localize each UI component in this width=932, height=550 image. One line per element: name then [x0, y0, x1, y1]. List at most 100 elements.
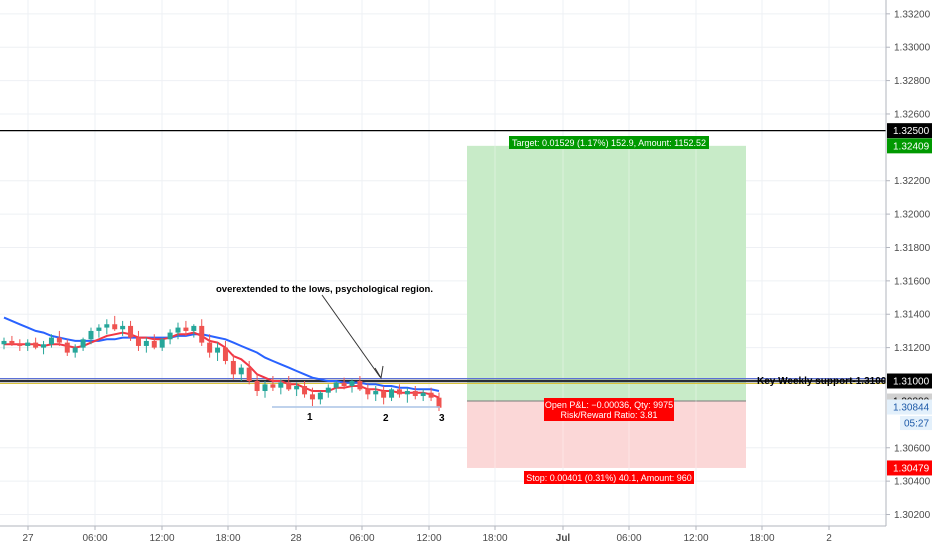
candle-body — [341, 382, 347, 387]
time-tick-label: Jul — [556, 533, 571, 544]
time-tick-label: 18:00 — [482, 533, 507, 544]
candle-body — [25, 342, 31, 346]
drawings: overextended to the lows, psychological … — [216, 284, 892, 424]
candle-body — [151, 340, 157, 348]
time-axis: 27 06:00 12:00 18:00 28 06:00 12:00 18:00 Jul 06:… — [0, 525, 886, 544]
grid — [0, 0, 886, 526]
price-tick-label: 1.31200 — [894, 343, 931, 354]
candle-body — [120, 325, 126, 330]
candle-body — [56, 337, 62, 343]
candle-body — [41, 344, 47, 348]
time-tick-label: 06:00 — [349, 533, 374, 544]
candle-body — [143, 340, 149, 346]
countdown-label: 05:27 — [904, 419, 929, 430]
candle-body — [357, 381, 363, 390]
price-tick-label: 1.32200 — [894, 176, 931, 187]
time-tick-label: 28 — [290, 533, 302, 544]
target-label-bg — [509, 136, 709, 149]
point-label-2: 2 — [383, 413, 389, 424]
support-label: Key Weekly support-1.31000 — [757, 376, 892, 387]
price-tick-label: 1.31600 — [894, 276, 931, 287]
candle-body — [317, 392, 323, 400]
candle-body — [238, 367, 244, 375]
time-tick-label: 2 — [826, 533, 832, 544]
time-tick-label: 18:00 — [749, 533, 774, 544]
time-tick-label: 27 — [22, 533, 34, 544]
price-tick-label: 1.31800 — [894, 243, 931, 254]
candle-body — [270, 384, 276, 388]
time-tick-label: 18:00 — [215, 533, 240, 544]
candle-body — [420, 392, 426, 397]
candle-body — [246, 367, 252, 381]
candle-body — [286, 382, 292, 390]
candle-body — [404, 391, 410, 395]
horizontal-lines — [0, 130, 886, 384]
candle-body — [175, 327, 181, 333]
time-tick-label: 12:00 — [683, 533, 708, 544]
price-label-bg — [887, 373, 932, 389]
candle-body — [254, 381, 260, 392]
ema-fast-path — [4, 331, 440, 399]
ema-slow-path — [3, 316, 440, 392]
price-tick-label: 1.32000 — [894, 210, 931, 221]
candle-body — [128, 325, 134, 338]
candle-body — [412, 391, 418, 397]
profit-zone — [467, 145, 746, 402]
candle-body — [183, 327, 189, 331]
candle-body — [428, 392, 434, 398]
candle-body — [294, 386, 300, 390]
candle-body — [215, 347, 221, 353]
pnl-label-bg — [544, 398, 674, 421]
annotation-arrowhead — [374, 365, 384, 380]
candle-body — [278, 382, 284, 388]
candle-body — [33, 342, 39, 348]
rr-label: Risk/Reward Ratio: 3.81 — [560, 410, 657, 420]
candle-body — [64, 342, 70, 353]
price-label-bg — [887, 399, 932, 415]
open-pnl-label: Open P&L: −0.00036, Qty: 9975 — [545, 400, 673, 410]
candle-body — [159, 339, 165, 348]
price-tick-label: 1.31400 — [894, 310, 931, 321]
price-label-bg — [887, 123, 932, 139]
stop-label-bg — [524, 471, 694, 484]
candle-body — [389, 389, 395, 398]
candle-body — [88, 330, 94, 340]
candle-body — [191, 325, 197, 331]
candle-body — [325, 387, 331, 393]
candle-body — [222, 347, 228, 361]
price-label: 1.30479 — [893, 463, 930, 474]
candle-body — [1, 340, 7, 345]
time-tick-label: 06:00 — [616, 533, 641, 544]
price-tick-label: 1.33200 — [894, 9, 931, 20]
countdown-bg — [900, 416, 932, 431]
price-label: 1.30844 — [893, 403, 930, 414]
price-tick-label: 1.33000 — [894, 43, 931, 54]
price-tick-label: 1.32800 — [894, 76, 931, 87]
candle-body — [112, 324, 118, 330]
price-label: 1.32500 — [893, 126, 930, 137]
candle-body — [436, 397, 442, 408]
candle-body — [365, 389, 371, 395]
time-tick-label: 12:00 — [149, 533, 174, 544]
candle-body — [381, 391, 387, 398]
candle-body — [72, 347, 78, 353]
price-tick-label: 1.30200 — [894, 510, 931, 521]
candle-body — [96, 327, 102, 331]
candle-body — [309, 394, 315, 400]
candle-body — [9, 340, 15, 345]
price-tick-label: 1.30600 — [894, 443, 931, 454]
candles — [1, 315, 442, 412]
candle-body — [349, 381, 355, 387]
candle-body — [199, 325, 205, 343]
stop-label: Stop: 0.00401 (0.31%) 40.1, Amount: 960 — [526, 473, 692, 483]
point-label-3: 3 — [439, 413, 445, 424]
time-tick-label: 12:00 — [416, 533, 441, 544]
price-label: 1.31000 — [893, 377, 930, 388]
candle-body — [333, 382, 339, 388]
candle-body — [80, 339, 86, 348]
position-labels: Target: 0.01529 (1.17%) 152.9, Amount: 1… — [509, 136, 709, 484]
candle-body — [167, 332, 173, 340]
price-axis-bg — [886, 0, 932, 550]
candle-body — [230, 360, 236, 375]
